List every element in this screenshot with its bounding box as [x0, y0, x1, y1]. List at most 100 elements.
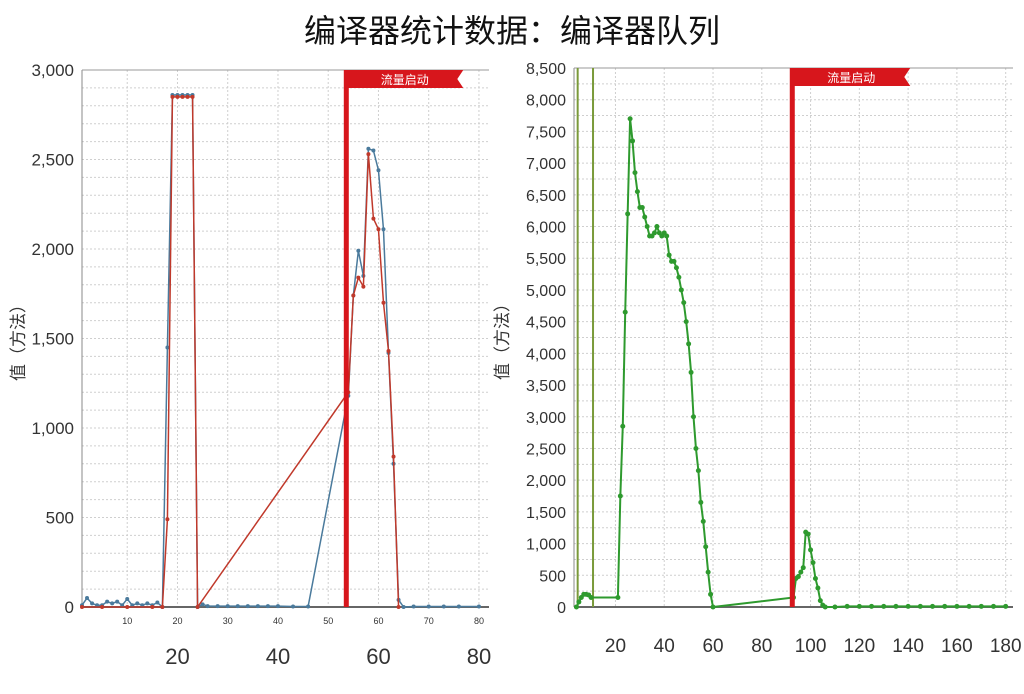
data-point: [426, 604, 431, 609]
data-point: [625, 211, 631, 217]
x-tick-label-small: 30: [223, 616, 233, 626]
marker-flag: [346, 70, 464, 88]
data-point: [708, 591, 714, 597]
x-tick-label-small: 20: [172, 616, 182, 626]
data-point: [376, 227, 381, 232]
data-point: [634, 189, 640, 195]
series-line-1: [575, 118, 1006, 609]
data-point: [265, 604, 270, 609]
data-point: [573, 604, 579, 610]
data-point: [805, 531, 811, 537]
x-tick-label: 120: [843, 636, 875, 657]
x-tick-label-small: 10: [122, 616, 132, 626]
data-point: [698, 499, 704, 505]
data-point: [893, 603, 899, 609]
data-point: [705, 569, 711, 575]
data-point: [800, 565, 806, 571]
data-point: [200, 602, 205, 607]
data-point: [110, 601, 115, 606]
data-point: [942, 603, 948, 609]
y-tick-label: 3,000: [31, 61, 74, 80]
data-point: [664, 233, 670, 239]
data-point: [140, 603, 145, 608]
data-point: [673, 265, 679, 271]
data-point: [180, 94, 185, 99]
y-tick-label: 4,500: [526, 315, 566, 332]
data-point: [125, 605, 130, 609]
data-point: [632, 170, 638, 176]
data-point: [205, 604, 210, 609]
series-line-2: [82, 96, 400, 610]
data-point: [376, 168, 381, 173]
data-point: [588, 594, 594, 600]
data-point: [150, 605, 155, 609]
data-point: [844, 603, 850, 609]
data-point: [391, 454, 396, 459]
data-point: [85, 596, 90, 601]
data-point: [617, 493, 623, 499]
data-point: [654, 224, 660, 230]
data-point: [120, 603, 125, 608]
data-point: [817, 598, 823, 604]
data-point: [366, 146, 371, 151]
data-point: [710, 604, 716, 610]
data-point: [366, 152, 371, 157]
y-tick-label: 8,500: [526, 61, 566, 78]
chart-panel-1: 0 500 1,000 1,500 2,000 2,500 3,000 10 20 30 40 50 6…: [9, 61, 491, 669]
y-tick-label: 3,500: [526, 378, 566, 395]
data-point: [165, 345, 170, 350]
data-point: [401, 605, 406, 609]
data-point: [678, 287, 684, 293]
marker-flag-label: 流量启动: [827, 71, 875, 85]
data-point: [456, 604, 461, 609]
x-tick-label-small: 70: [424, 616, 434, 626]
data-point: [671, 258, 677, 264]
y-tick-label: 5,500: [526, 251, 566, 268]
data-point: [80, 605, 84, 609]
data-point: [1003, 603, 1009, 609]
data-point: [441, 604, 446, 609]
data-point: [681, 300, 687, 306]
data-point: [356, 248, 361, 253]
y-tick-label: 1,500: [31, 330, 74, 349]
data-point: [291, 604, 296, 609]
data-point: [700, 518, 706, 524]
data-point: [815, 585, 821, 591]
data-point: [990, 603, 996, 609]
data-point: [100, 605, 105, 609]
data-point: [170, 94, 175, 99]
data-point: [155, 600, 160, 605]
data-point: [630, 138, 636, 144]
data-point: [627, 116, 633, 122]
x-tick-label: 160: [941, 636, 973, 657]
chart-panel-2: 0 500 1,000 1,500 2,000 2,500 3,000 3,500 4,000 4…: [493, 61, 1022, 657]
data-point: [810, 560, 816, 566]
data-point: [356, 275, 361, 280]
data-point: [245, 604, 250, 609]
data-point: [620, 423, 626, 429]
data-point: [642, 214, 648, 220]
data-point: [881, 603, 887, 609]
y-tick-label: 3,000: [526, 410, 566, 427]
x-tick-label: 20: [165, 644, 189, 669]
data-point: [361, 284, 366, 289]
y-tick-label: 2,000: [31, 240, 74, 259]
x-tick-label: 60: [366, 644, 390, 669]
data-point: [105, 599, 110, 604]
data-point: [175, 94, 180, 99]
y-tick-label: 4,000: [526, 346, 566, 363]
data-point: [215, 604, 220, 609]
data-point: [966, 603, 972, 609]
data-point: [695, 468, 701, 474]
data-point: [639, 205, 645, 211]
y-tick-label: 500: [46, 509, 74, 528]
data-point: [954, 603, 960, 609]
data-point: [386, 349, 391, 354]
data-point: [622, 309, 628, 315]
data-point: [869, 603, 875, 609]
data-point: [381, 300, 386, 305]
data-point: [225, 604, 230, 609]
y-tick-label: 2,000: [526, 473, 566, 490]
data-point: [130, 603, 135, 608]
